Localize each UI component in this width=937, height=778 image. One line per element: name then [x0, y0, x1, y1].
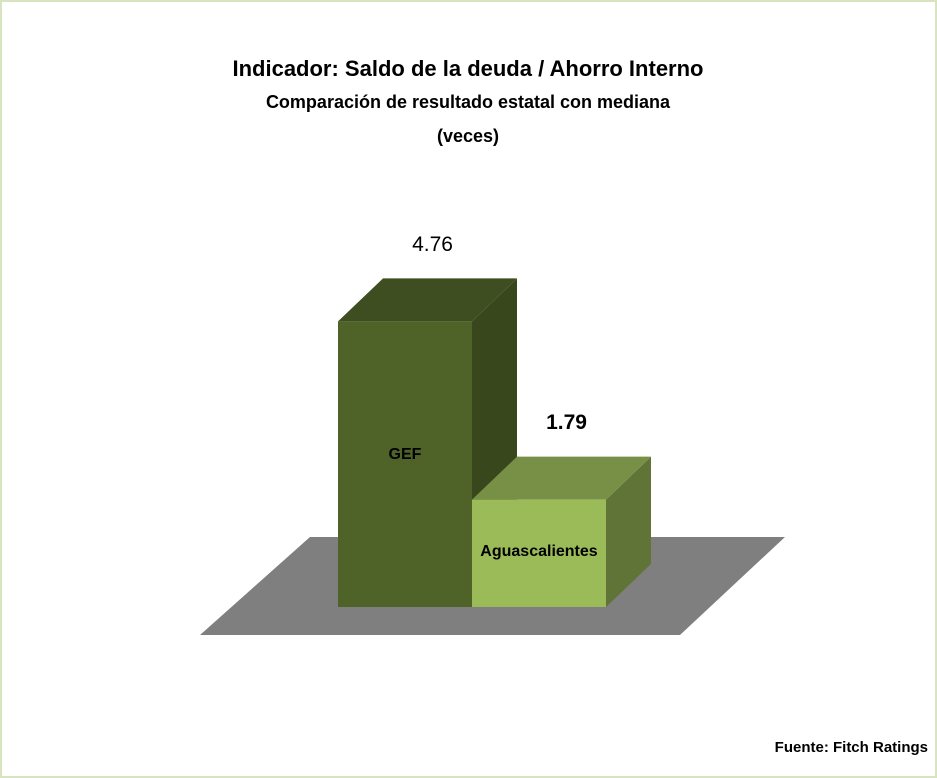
category-label: GEF	[389, 446, 422, 463]
chart-title: Indicador: Saldo de la deuda / Ahorro In…	[232, 56, 703, 81]
bar-side	[606, 456, 651, 607]
data-label: 4.76	[412, 233, 453, 256]
unit-label: (veces)	[437, 126, 499, 146]
bar	[472, 456, 651, 607]
data-label: 1.79	[546, 411, 587, 434]
bar-top	[338, 278, 517, 322]
bar-front	[338, 321, 472, 607]
chart-subtitle: Comparación de resultado estatal con med…	[266, 92, 671, 112]
bar-top	[472, 456, 651, 500]
bar-front	[472, 499, 606, 607]
bar	[338, 278, 517, 607]
source-note: Fuente: Fitch Ratings	[775, 739, 928, 756]
category-label: Aguascalientes	[480, 543, 597, 560]
